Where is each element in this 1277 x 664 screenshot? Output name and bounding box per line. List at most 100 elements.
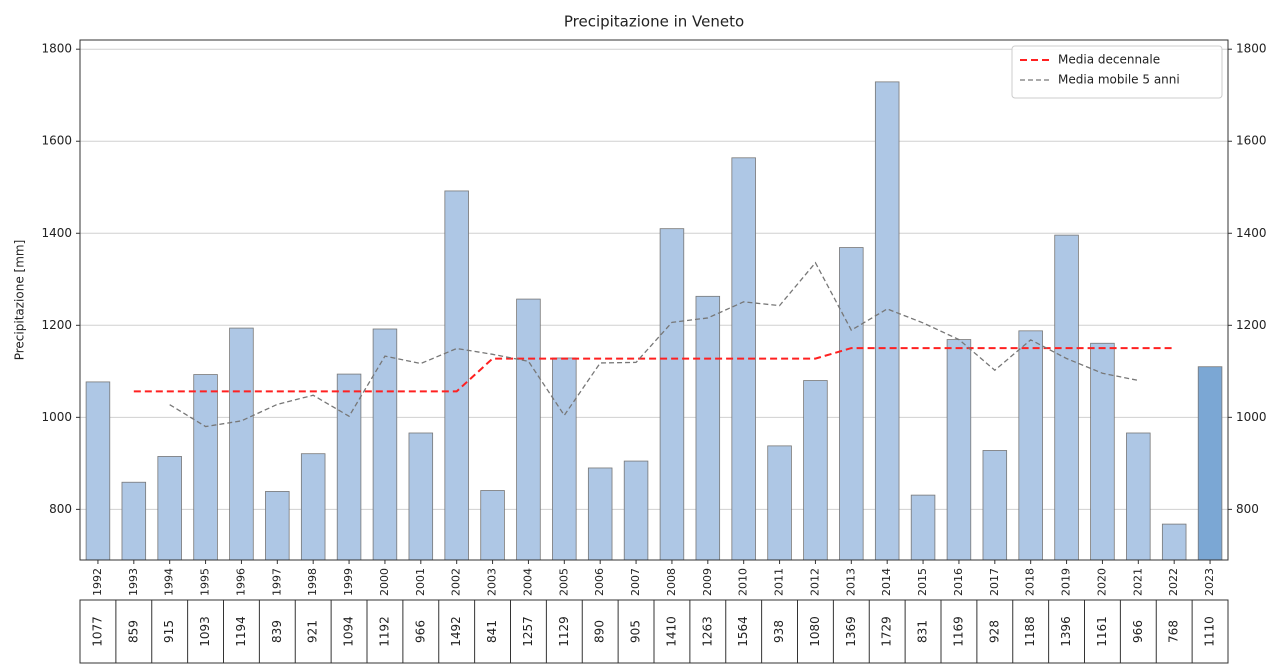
y2-tick-label: 1600 (1236, 134, 1267, 148)
x-tick-label: 2002 (450, 568, 463, 596)
x-tick-label: 1992 (91, 568, 104, 596)
line-series (169, 261, 1139, 428)
x-tick-label: 2013 (844, 568, 857, 596)
table-cell: 1188 (1023, 616, 1037, 647)
bar (587, 467, 613, 561)
chart-title: Precipitazione in Veneto (564, 13, 744, 31)
bar (1018, 330, 1043, 561)
bar (982, 450, 1008, 561)
x-tick-label: 2009 (701, 568, 714, 596)
x-tick-label: 1993 (127, 568, 140, 596)
bar (659, 228, 685, 561)
x-tick-label: 2020 (1095, 568, 1108, 596)
bar (408, 432, 434, 561)
bar (121, 481, 147, 561)
table-cell: 1369 (844, 616, 858, 647)
table-cell: 905 (629, 620, 643, 643)
bar (1161, 523, 1187, 561)
bar (480, 490, 505, 561)
y-tick-label: 1600 (41, 134, 72, 148)
table-cell: 1129 (557, 616, 571, 647)
x-tick-label: 2006 (593, 568, 606, 596)
x-tick-label: 1998 (306, 568, 319, 596)
x-tick-label: 2004 (521, 568, 534, 596)
y2-tick-label: 1400 (1236, 226, 1267, 240)
bar (229, 327, 254, 561)
table-cell: 1492 (449, 616, 463, 647)
y2-tick-label: 800 (1236, 502, 1259, 516)
x-tick-label: 2014 (880, 568, 893, 596)
bar (767, 445, 792, 561)
bar (623, 460, 649, 561)
legend-label: Media mobile 5 anni (1058, 73, 1180, 87)
legend-box (1011, 45, 1223, 99)
table-cell: 928 (987, 620, 1001, 643)
table-cell: 1396 (1059, 616, 1073, 647)
x-tick-label: 1994 (163, 568, 176, 596)
bar (372, 328, 398, 561)
x-tick-label: 2010 (737, 568, 750, 596)
bar (265, 491, 290, 561)
bar (839, 247, 864, 561)
y-tick-label: 800 (49, 502, 72, 516)
x-tick-label: 2012 (808, 568, 821, 596)
x-tick-label: 2016 (952, 568, 965, 596)
table-cell: 1257 (521, 616, 535, 647)
bar (874, 81, 900, 561)
y2-tick-label: 1000 (1236, 410, 1267, 424)
table-cell: 1094 (342, 616, 356, 647)
x-tick-label: 2021 (1131, 568, 1144, 596)
bar (516, 298, 541, 561)
bar (1090, 342, 1115, 561)
x-tick-label: 1999 (342, 568, 355, 596)
y-tick-label: 1400 (41, 226, 72, 240)
table-cell: 938 (772, 620, 786, 643)
table-cell: 1080 (808, 616, 822, 647)
table-cell: 841 (485, 620, 499, 643)
bar (300, 453, 326, 561)
x-tick-label: 1996 (234, 568, 247, 596)
x-tick-label: 1997 (270, 568, 283, 596)
bar (193, 374, 218, 561)
bar (910, 494, 936, 561)
table-cell: 915 (162, 620, 176, 643)
table-cell: 921 (306, 620, 320, 643)
x-tick-label: 2007 (629, 568, 642, 596)
table-cell: 966 (1131, 620, 1145, 643)
bar (1054, 234, 1079, 561)
bar (803, 380, 828, 561)
table-cell: 1077 (90, 616, 104, 647)
x-tick-label: 2008 (665, 568, 678, 596)
table-cell: 966 (413, 620, 427, 643)
x-tick-label: 2015 (916, 568, 929, 596)
x-tick-label: 2003 (486, 568, 499, 596)
bar (85, 381, 111, 561)
x-tick-label: 2001 (414, 568, 427, 596)
x-tick-label: 2023 (1203, 568, 1216, 596)
bar (946, 339, 972, 561)
table-cell: 890 (593, 620, 607, 643)
bar (552, 357, 577, 561)
bar (695, 295, 721, 561)
x-tick-label: 2017 (988, 568, 1001, 596)
x-tick-label: 2005 (557, 568, 570, 596)
bar (1197, 366, 1223, 561)
y2-tick-label: 1200 (1236, 318, 1267, 332)
table-cell: 1729 (880, 616, 894, 647)
y-axis-label: Precipitazione [mm] (13, 240, 27, 361)
table-cell: 1093 (198, 616, 212, 647)
table-cell: 1192 (377, 616, 391, 647)
table-cell: 1110 (1203, 616, 1217, 647)
table-cell: 1169 (951, 616, 965, 647)
y-tick-label: 1200 (41, 318, 72, 332)
table-cell: 1161 (1095, 616, 1109, 647)
table-cell: 839 (270, 620, 284, 643)
bar (444, 190, 469, 561)
table-cell: 1194 (234, 616, 248, 647)
table-cell: 831 (916, 620, 930, 643)
table-cell: 859 (126, 620, 140, 643)
y2-tick-label: 1800 (1236, 42, 1267, 56)
x-tick-label: 2022 (1167, 568, 1180, 596)
x-tick-label: 2000 (378, 568, 391, 596)
